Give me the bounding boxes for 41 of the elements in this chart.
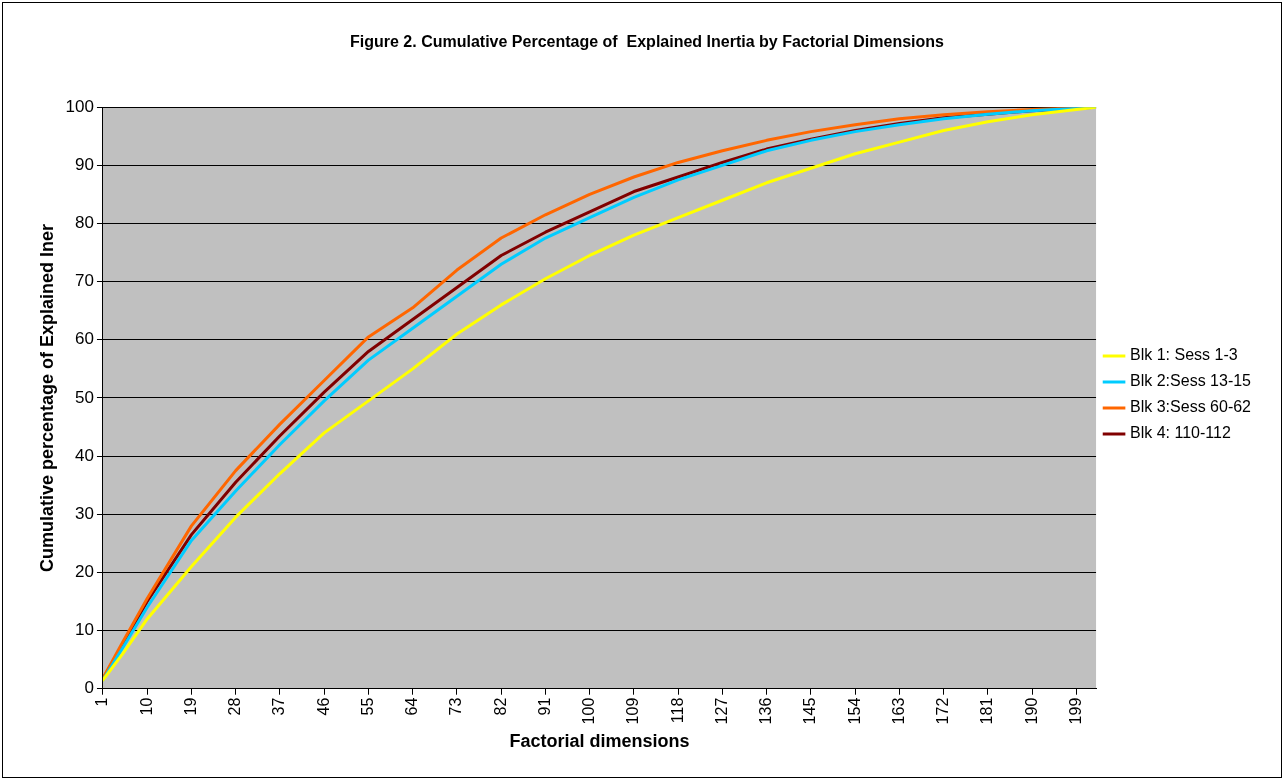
x-tick-label: 28 [226, 697, 244, 716]
legend-label: Blk 2:Sess 13-15 [1130, 372, 1252, 390]
x-tick-label: 100 [580, 697, 598, 725]
x-tick-label: 109 [624, 697, 642, 725]
y-tick-label: 100 [65, 96, 94, 116]
y-tick-label: 0 [84, 678, 94, 698]
legend-label: Blk 4: 110-112 [1130, 424, 1231, 442]
x-tick-label: 127 [712, 697, 730, 725]
x-tick-label: 82 [491, 697, 509, 716]
y-tick-label: 70 [75, 271, 94, 291]
y-tick-label: 90 [75, 155, 94, 175]
x-tick-label: 37 [270, 697, 288, 716]
x-tick-label: 10 [137, 697, 155, 716]
legend-label: Blk 1: Sess 1-3 [1130, 346, 1238, 364]
y-tick-label: 30 [75, 503, 94, 523]
x-tick-label: 73 [447, 697, 465, 716]
x-tick-label: 145 [801, 697, 819, 725]
x-tick-label: 199 [1066, 697, 1084, 725]
x-tick-label: 163 [889, 697, 907, 725]
x-tick-label: 181 [978, 697, 996, 725]
y-tick-label: 20 [75, 562, 94, 582]
y-axis-title: Cumulative percentage of Explained Iner [36, 223, 57, 572]
x-tick-label: 19 [181, 697, 199, 716]
y-tick-label: 10 [75, 620, 94, 640]
x-tick-label: 172 [934, 697, 952, 725]
legend-label: Blk 3:Sess 60-62 [1130, 398, 1252, 416]
x-tick-label: 154 [845, 697, 863, 725]
y-tick-label: 60 [75, 329, 94, 349]
y-tick-label: 40 [75, 445, 94, 465]
x-tick-label: 1 [93, 697, 111, 707]
y-tick-label: 50 [75, 387, 94, 407]
chart-title: Figure 2. Cumulative Percentage of Explained Inertia by Factorial Dimensions [350, 33, 945, 51]
x-tick-label: 118 [668, 697, 686, 724]
y-tick-label: 80 [75, 213, 94, 233]
x-tick-label: 136 [757, 697, 775, 725]
x-tick-label: 190 [1022, 697, 1040, 725]
x-axis-title: Factorial dimensions [509, 731, 690, 752]
x-tick-label: 55 [358, 697, 376, 716]
x-tick-label: 64 [403, 697, 421, 716]
x-tick-label: 91 [535, 697, 553, 716]
x-tick-label: 46 [314, 697, 332, 716]
